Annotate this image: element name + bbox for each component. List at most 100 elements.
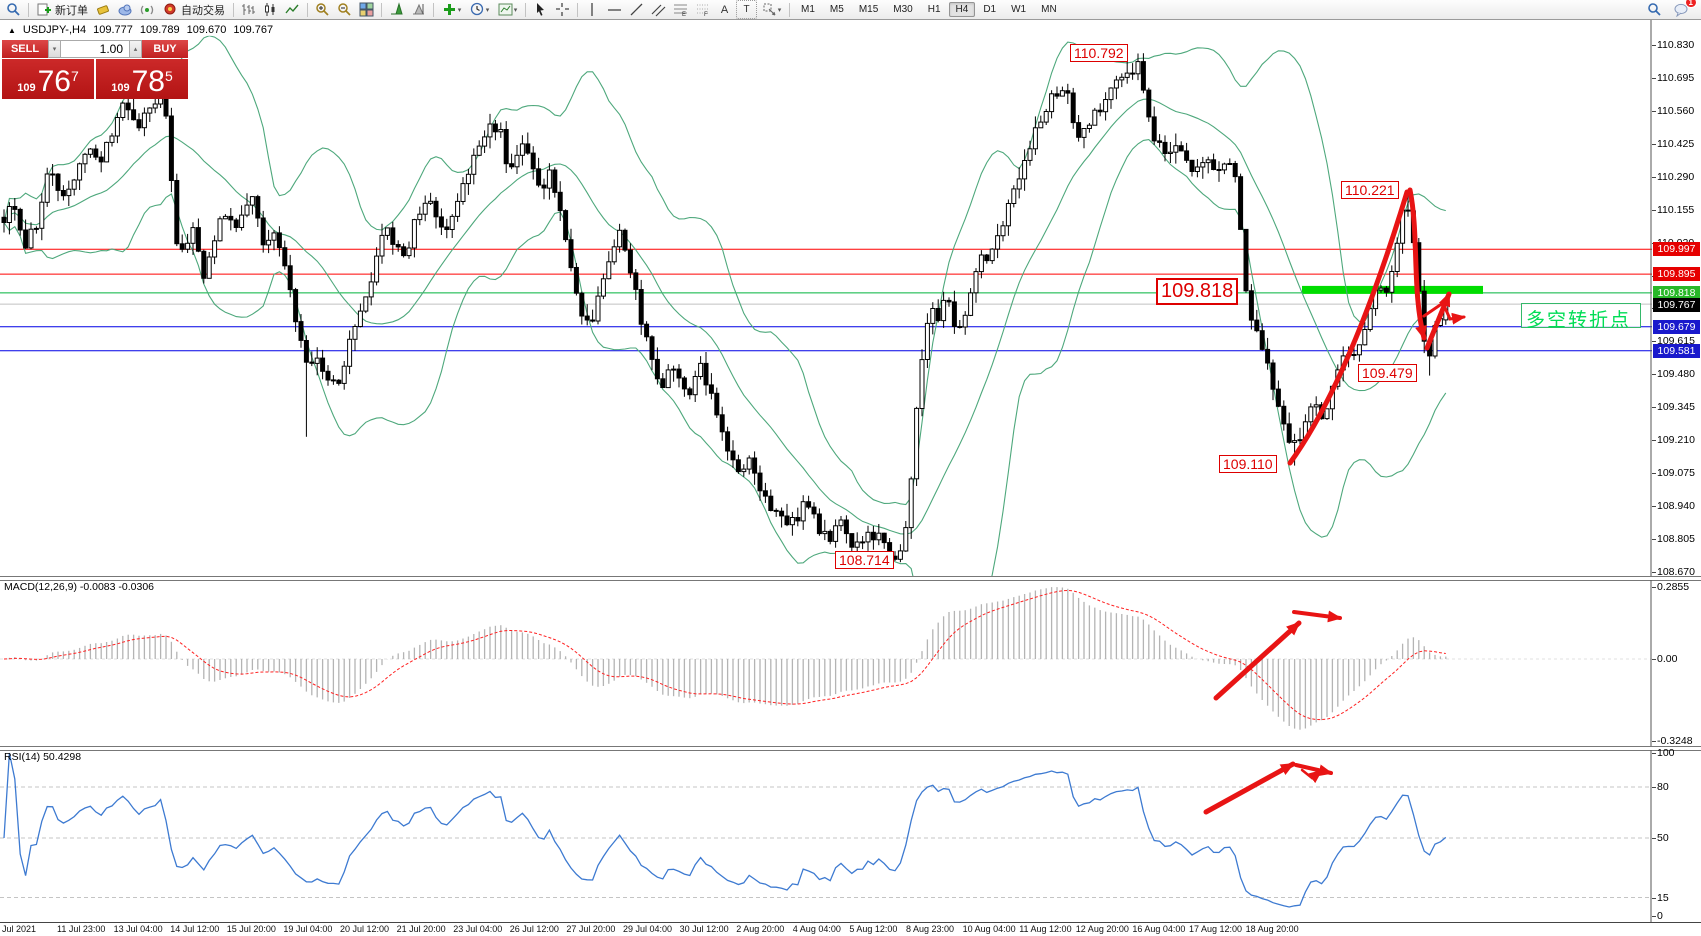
text-tool-icon[interactable]: A	[720, 3, 729, 16]
vertical-line-icon[interactable]	[582, 0, 603, 19]
timeframe-button-m15[interactable]: M15	[858, 4, 879, 15]
candlestick-chart-icon[interactable]	[260, 0, 281, 19]
toolbar-separator	[233, 2, 234, 17]
indicators-menu-button[interactable]: ▾	[438, 0, 465, 19]
buy-price-display[interactable]: 109 78 5	[96, 59, 188, 99]
panel-splitter[interactable]	[0, 576, 1701, 581]
toolbar-items: 新订单 自动交易 ▾ ▾ ▾ E F A T ▾ M1 M5 M15 M30 H1 H4 D1 W1 MN	[3, 0, 1064, 19]
time-tick-label: 11 Aug 12:00	[1019, 924, 1072, 934]
new-order-button[interactable]: 新订单	[33, 1, 92, 18]
rsi-indicator-panel[interactable]	[0, 750, 1652, 922]
arrows-menu-button[interactable]: ▾	[758, 0, 785, 19]
line-chart-icon[interactable]	[282, 0, 303, 19]
ohlc-low: 109.670	[186, 24, 227, 36]
time-tick-label: 10 Aug 04:00	[962, 924, 1016, 934]
price-annotation-110.792[interactable]: 110.792	[1070, 44, 1128, 62]
timeframe-button-m30[interactable]: M30	[893, 4, 913, 15]
time-tick-label: 29 Jul 04:00	[623, 924, 673, 934]
price-tick-label: 110.695	[1657, 72, 1695, 84]
fibo-grid-icon[interactable]: F	[692, 0, 713, 19]
notifications-icon[interactable]: 1	[1671, 0, 1697, 19]
sell-button[interactable]: SELL	[2, 40, 48, 58]
price-tick-label: 110.425	[1657, 138, 1695, 150]
bar-chart-icon[interactable]	[238, 0, 259, 19]
timeframe-button-h1[interactable]: H1	[927, 4, 941, 15]
axis-tick-mark	[1652, 898, 1656, 899]
axis-tick-mark	[1652, 210, 1656, 211]
timeframe-button-w1[interactable]: W1	[1011, 4, 1027, 15]
timeframe-button-mn[interactable]: MN	[1041, 4, 1057, 15]
timeframe-button-m5[interactable]: M5	[829, 4, 844, 15]
horizontal-line-icon[interactable]	[604, 0, 625, 19]
main-price-chart[interactable]	[0, 20, 1652, 576]
axis-tick-mark	[1652, 473, 1656, 474]
macd-scale-label: 0.2855	[1657, 581, 1690, 593]
svg-text:E: E	[682, 12, 686, 17]
time-tick-label: Jul 2021	[2, 924, 37, 934]
axis-tick-mark	[1652, 506, 1656, 507]
volume-increase-button[interactable]: ▴	[129, 40, 142, 58]
zoom-in-icon[interactable]	[312, 0, 333, 19]
search-icon[interactable]	[1644, 0, 1665, 19]
price-annotation-110.221[interactable]: 110.221	[1341, 181, 1399, 199]
axis-tick-mark	[1652, 916, 1656, 917]
periods-menu-button[interactable]: ▾	[466, 0, 493, 19]
crosshair-icon[interactable]	[552, 0, 573, 19]
rsi-scale-label: 0	[1657, 910, 1663, 922]
buy-button[interactable]: BUY	[142, 40, 188, 58]
market-watch-icon[interactable]	[115, 0, 136, 19]
price-marker-109.818: 109.818	[1653, 286, 1700, 300]
price-marker-109.767: 109.767	[1653, 298, 1700, 312]
chart-shift-icon[interactable]	[408, 0, 429, 19]
tile-windows-icon[interactable]	[356, 0, 377, 19]
search-symbol-icon[interactable]	[3, 0, 24, 19]
panel-splitter-2[interactable]	[0, 746, 1701, 751]
time-tick-label: 8 Aug 23:00	[906, 924, 955, 934]
axis-tick-mark	[1652, 341, 1656, 342]
price-annotation-108.714[interactable]: 108.714	[835, 551, 894, 569]
eraser-icon[interactable]	[93, 0, 114, 19]
toolbar-separator	[381, 2, 382, 17]
price-annotation-109.110[interactable]: 109.110	[1219, 455, 1277, 473]
templates-menu-button[interactable]: ▾	[494, 0, 521, 19]
macd-indicator-panel[interactable]	[0, 580, 1652, 746]
timeframe-button-d1[interactable]: D1	[983, 4, 997, 15]
time-tick-label: 30 Jul 12:00	[679, 924, 729, 934]
rsi-scale-label: 15	[1657, 892, 1669, 904]
toolbar-separator	[577, 2, 578, 17]
toolbar-right: 1	[1644, 0, 1698, 19]
timeframe-button-h4[interactable]: H4	[948, 2, 976, 17]
signals-icon[interactable]	[137, 0, 158, 19]
fibonacci-icon[interactable]: E	[670, 0, 691, 19]
axis-tick-mark	[1652, 45, 1656, 46]
sell-price-display[interactable]: 109 76 7	[2, 59, 94, 99]
collapse-ohlc-icon[interactable]: ▲	[8, 25, 16, 35]
price-annotation-109.479[interactable]: 109.479	[1358, 364, 1417, 382]
volume-input[interactable]	[61, 40, 129, 58]
axis-tick-mark	[1652, 78, 1656, 79]
trendline-icon[interactable]	[626, 0, 647, 19]
axis-tick-mark	[1652, 787, 1656, 788]
price-marker-109.581: 109.581	[1653, 344, 1700, 358]
one-click-trading-panel: SELL ▾ ▴ BUY 109 76 7 109 78 5	[2, 40, 188, 99]
timeframe-button-m1[interactable]: M1	[801, 4, 815, 15]
ohlc-open: 109.777	[93, 24, 133, 36]
price-annotation-109.818[interactable]: 109.818	[1156, 278, 1239, 305]
axis-tick-mark	[1652, 407, 1656, 408]
text-label-tool-icon[interactable]: T	[736, 0, 757, 19]
macd-scale-label: 0.00	[1657, 653, 1678, 665]
time-tick-label: 18 Aug 20:00	[1245, 924, 1299, 934]
macd-scale-label: -0.3248	[1657, 735, 1693, 747]
channel-icon[interactable]	[648, 0, 669, 19]
auto-scroll-icon[interactable]	[386, 0, 407, 19]
volume-decrease-button[interactable]: ▾	[48, 40, 61, 58]
rsi-header: RSI(14) 50.4298	[4, 751, 82, 763]
price-tick-label: 109.480	[1657, 368, 1695, 380]
axis-tick-mark	[1652, 753, 1656, 754]
auto-trading-button[interactable]: 自动交易	[159, 1, 229, 18]
axis-tick-mark	[1652, 111, 1656, 112]
cursor-icon[interactable]	[530, 0, 551, 19]
axis-tick-mark	[1652, 144, 1656, 145]
zoom-out-icon[interactable]	[334, 0, 355, 19]
symbol-info-bar: ▲ USDJPY-,H4 109.777 109.789 109.670 109…	[6, 24, 276, 36]
